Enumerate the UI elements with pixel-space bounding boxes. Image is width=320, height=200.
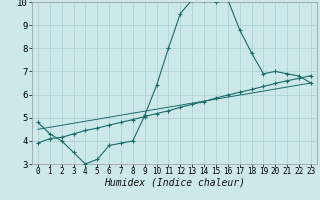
X-axis label: Humidex (Indice chaleur): Humidex (Indice chaleur) xyxy=(104,178,245,188)
